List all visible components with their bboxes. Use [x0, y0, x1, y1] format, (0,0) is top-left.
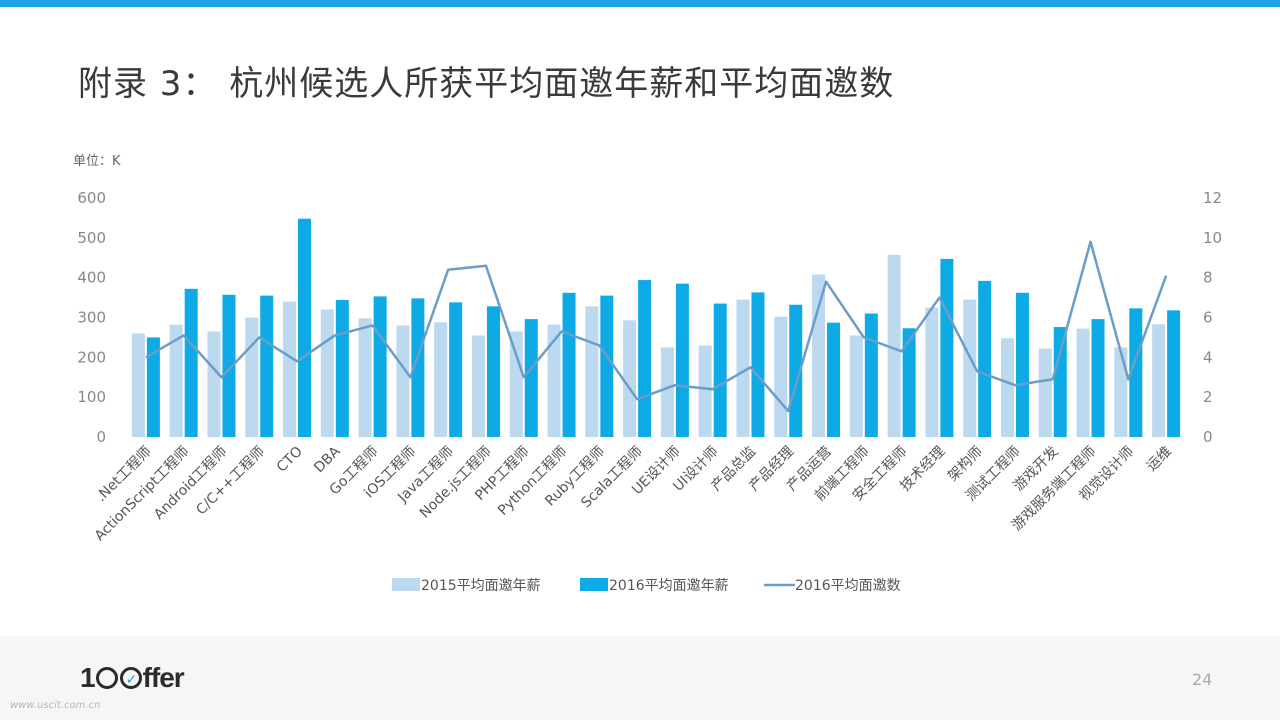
bars [131, 218, 1181, 437]
chart: 0 100 200 300 400 500 600 0 2 4 6 8 10 12 .Net工程师Act… [77, 189, 1222, 594]
bar-2016 [638, 280, 652, 437]
x-labels: .Net工程师ActionScript工程师Android工程师C/C++工程师… [92, 443, 1175, 544]
bar-2016 [940, 258, 954, 437]
y2-tick-label: 10 [1203, 229, 1222, 247]
bar-2016 [486, 306, 500, 437]
page-title: 附录 3： 杭州候选人所获平均面邀年薪和平均面邀数 [78, 64, 895, 104]
bar-2015 [358, 318, 372, 437]
bar-2015 [623, 320, 637, 437]
line-2016-interviews [145, 240, 1168, 413]
bar-2016 [449, 302, 463, 437]
y-tick-label: 600 [77, 189, 106, 207]
top-accent-bar [0, 0, 1280, 7]
bar-2015 [509, 331, 523, 437]
bar-2016 [1091, 319, 1105, 437]
logo-suffix: ffer [142, 662, 185, 693]
bar-2016 [1015, 292, 1029, 437]
footer [0, 636, 1280, 720]
logo-prefix: 1 [80, 662, 96, 693]
x-tick-label: CTO [274, 444, 306, 476]
legend: 2015平均面邀年薪 2016平均面邀年薪 2016平均面邀数 [392, 578, 901, 594]
bar-2015 [585, 306, 599, 437]
bar-2016 [864, 313, 878, 437]
page-number: 24 [1192, 670, 1213, 689]
bar-2015 [1076, 328, 1090, 437]
y2-tick-label: 8 [1203, 269, 1213, 287]
bar-2016 [335, 299, 349, 437]
left-axis: 0 100 200 300 400 500 600 [77, 189, 106, 446]
x-tick-label: 运维 [1144, 444, 1175, 475]
y-tick-label: 0 [96, 428, 106, 446]
unit-label: 单位：K [73, 154, 121, 169]
y2-tick-label: 2 [1203, 388, 1213, 406]
legend-swatch-2016 [580, 578, 608, 591]
y-tick-label: 100 [77, 388, 106, 406]
y2-tick-label: 4 [1203, 348, 1213, 366]
bar-2015 [169, 324, 183, 437]
bar-2016 [600, 295, 614, 437]
legend-label-2016: 2016平均面邀年薪 [609, 578, 729, 594]
bar-2015 [1038, 348, 1052, 437]
x-tick-label: DBA [311, 443, 344, 476]
bar-2015 [774, 316, 788, 437]
bar-2016 [1053, 327, 1067, 437]
line-series [145, 240, 1168, 413]
bar-2016 [260, 295, 274, 437]
y-tick-label: 200 [77, 348, 106, 366]
bar-2015 [849, 335, 863, 437]
bar-2015 [245, 317, 259, 437]
legend-swatch-2015 [392, 578, 420, 591]
bar-2015 [131, 333, 145, 437]
bar-2016 [184, 288, 198, 437]
y2-tick-label: 0 [1203, 428, 1213, 446]
legend-label-2015: 2015平均面邀年薪 [421, 578, 541, 594]
bar-2015 [434, 322, 448, 437]
bar-2016 [562, 292, 576, 437]
bar-2015 [320, 309, 334, 437]
bar-2015 [207, 331, 221, 437]
logo: 1 ✓ ffer [80, 662, 185, 694]
bar-2016 [1167, 310, 1181, 437]
bar-2016 [1129, 308, 1143, 437]
bar-2015 [283, 301, 297, 437]
x-tick-label: C/C++工程师 [193, 444, 268, 519]
bar-2015 [698, 345, 712, 437]
bar-2015 [660, 347, 674, 437]
logo-circle-icon [95, 667, 118, 689]
bar-2016 [902, 328, 916, 437]
bar-2016 [978, 280, 992, 437]
bar-2015 [1114, 347, 1128, 437]
right-axis: 0 2 4 6 8 10 12 [1203, 189, 1222, 446]
bar-2015 [887, 254, 901, 437]
bar-2016 [373, 296, 387, 437]
bar-2016 [713, 303, 727, 437]
bar-2016 [146, 337, 160, 437]
y2-tick-label: 12 [1203, 189, 1222, 207]
bar-2016 [411, 298, 425, 437]
bar-2015 [471, 335, 485, 437]
bar-2016 [524, 319, 538, 437]
bar-2016 [222, 294, 236, 437]
bar-2015 [963, 299, 977, 437]
legend-label-line: 2016平均面邀数 [795, 578, 901, 594]
y-tick-label: 300 [77, 309, 106, 327]
bar-2016 [751, 292, 765, 437]
watermark: www.uscit.com.cn [10, 700, 101, 711]
bar-2015 [736, 299, 750, 437]
bar-2015 [396, 325, 410, 437]
y-tick-label: 500 [77, 229, 106, 247]
bar-2015 [547, 324, 561, 437]
bar-2016 [298, 218, 312, 437]
logo-check-icon: ✓ [119, 667, 142, 689]
bar-2016 [675, 283, 689, 437]
bar-2015 [1152, 324, 1166, 437]
y2-tick-label: 6 [1203, 309, 1213, 327]
bar-2015 [925, 307, 939, 437]
bar-2016 [789, 304, 803, 437]
bar-2015 [812, 274, 826, 437]
bar-2015 [1000, 338, 1014, 437]
y-tick-label: 400 [77, 269, 106, 287]
bar-2016 [827, 322, 841, 437]
